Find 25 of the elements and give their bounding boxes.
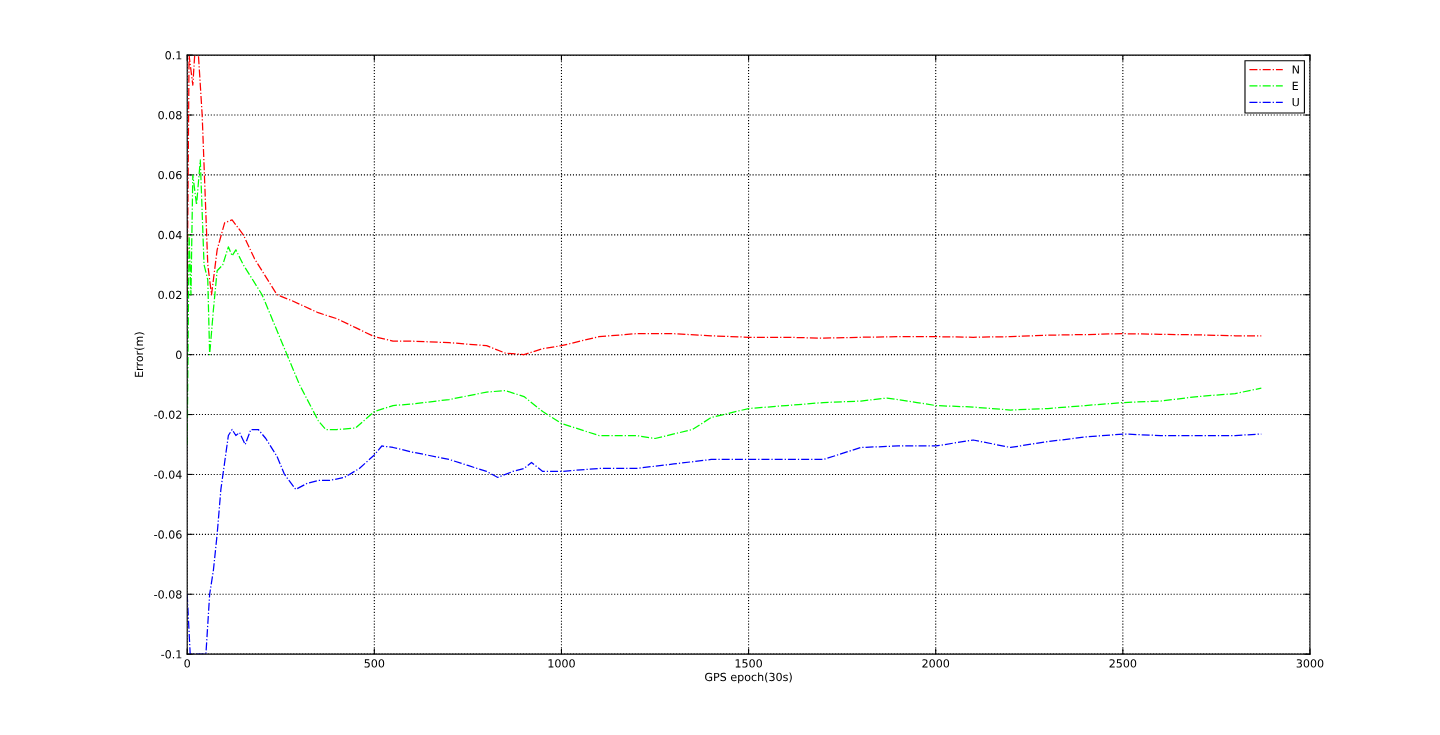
y-tick-label: -0.04 [154, 470, 182, 479]
line-series [187, 55, 1262, 356]
y-tick-label: 0.02 [158, 290, 182, 300]
legend-label: E [1292, 81, 1298, 90]
x-axis-title: GPS epoch(30s) [705, 672, 792, 684]
y-tick-label: -0.02 [154, 410, 182, 419]
x-tick-label: 1500 [735, 659, 762, 668]
x-tick-label: 2000 [922, 659, 950, 668]
y-tick-label: 0.1 [165, 51, 182, 60]
y-tick-label: -0.08 [154, 590, 182, 599]
y-tick-label: 0.08 [158, 111, 182, 120]
y-tick-label: 0.06 [158, 170, 182, 180]
x-tick-label: 0 [184, 659, 190, 668]
y-tick-label: -0.06 [154, 530, 182, 539]
x-tick-label: 3000 [1296, 659, 1324, 668]
x-tick-label: 2500 [1109, 659, 1137, 668]
y-tick-label: -0.1 [161, 650, 182, 659]
x-tick-label: 1000 [548, 659, 575, 668]
line-series [187, 428, 1262, 655]
x-tick-label: 500 [364, 659, 385, 668]
y-tick-label: 0.04 [158, 230, 182, 240]
y-tick-label: 0 [176, 350, 182, 360]
legend-label: U [1292, 98, 1299, 107]
legend-label: N [1292, 65, 1299, 74]
y-axis-title: Error(m) [134, 332, 145, 377]
